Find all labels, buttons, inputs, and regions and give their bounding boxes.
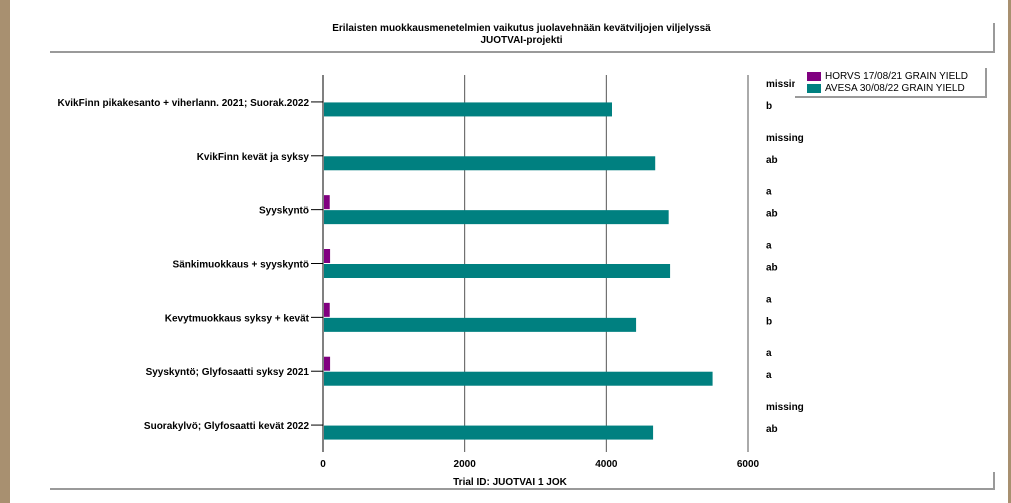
category-label: Sänkimuokkaus + syyskyntö	[173, 260, 309, 271]
significance-label-avesa: b	[766, 316, 772, 327]
chart-subtitle: JUOTVAI-projekti	[480, 35, 563, 46]
x-tick-label-4000: 4000	[595, 459, 618, 470]
legend-label-avesa: AVESA 30/08/22 GRAIN YIELD	[825, 83, 965, 94]
x-tick-label-6000: 6000	[737, 459, 760, 470]
legend-label-horvs: HORVS 17/08/21 GRAIN YIELD	[825, 71, 969, 82]
category-label: KvikFinn pikakesanto + viherlann. 2021; …	[58, 98, 310, 109]
bar-horvs	[324, 302, 330, 317]
bar-avesa	[324, 210, 669, 225]
significance-label-avesa: a	[766, 370, 772, 381]
legend-swatch-avesa	[807, 83, 821, 93]
significance-label-avesa: ab	[766, 155, 778, 166]
footer-box	[50, 472, 995, 490]
significance-label-horvs: missing	[766, 402, 804, 413]
chart-title: Erilaisten muokkausmenetelmien vaikutus …	[332, 23, 711, 34]
legend: HORVS 17/08/21 GRAIN YIELD AVESA 30/08/2…	[795, 68, 987, 98]
significance-label-avesa: ab	[766, 263, 778, 274]
bar-horvs	[324, 195, 330, 210]
bar-avesa	[324, 102, 612, 117]
significance-label-horvs: a	[766, 348, 772, 359]
legend-item-avesa: AVESA 30/08/22 GRAIN YIELD	[807, 83, 965, 95]
significance-label-horvs: a	[766, 187, 772, 198]
category-labels: KvikFinn pikakesanto + viherlann. 2021; …	[58, 98, 323, 432]
significance-label-horvs: missing	[766, 133, 804, 144]
x-axis-label: Trial ID: JUOTVAI 1 JOK	[453, 477, 568, 488]
bar-avesa	[324, 264, 671, 278]
grid-lines	[322, 75, 749, 452]
category-label: Syyskyntö	[259, 206, 309, 217]
bar-horvs	[324, 249, 331, 263]
legend-item-horvs: HORVS 17/08/21 GRAIN YIELD	[807, 71, 968, 83]
significance-label-horvs: a	[766, 294, 772, 305]
significance-label-avesa: ab	[766, 209, 778, 220]
significance-label-avesa: b	[766, 101, 772, 112]
category-label: Suorakylvö; Glyfosaatti kevät 2022	[144, 421, 310, 432]
significance-label-avesa: ab	[766, 424, 778, 435]
bar-avesa	[324, 425, 654, 440]
bar-avesa	[324, 317, 637, 332]
category-label: KvikFinn kevät ja syksy	[197, 152, 310, 163]
x-tick-label-2000: 2000	[454, 459, 477, 470]
significance-label-horvs: missing	[766, 79, 804, 90]
bar-horvs	[324, 356, 331, 371]
bars	[324, 102, 713, 440]
significance-label-horvs: a	[766, 241, 772, 252]
x-tick-labels: 0 2000 4000 6000	[320, 459, 759, 470]
title-box: Erilaisten muokkausmenetelmien vaikutus …	[50, 23, 995, 53]
bar-avesa	[324, 371, 713, 386]
legend-swatch-horvs	[807, 71, 821, 81]
category-label: Syyskyntö; Glyfosaatti syksy 2021	[146, 367, 310, 378]
x-tick-label-0: 0	[320, 459, 326, 470]
category-label: Kevytmuokkaus syksy + kevät	[165, 313, 310, 324]
bar-avesa	[324, 156, 656, 171]
